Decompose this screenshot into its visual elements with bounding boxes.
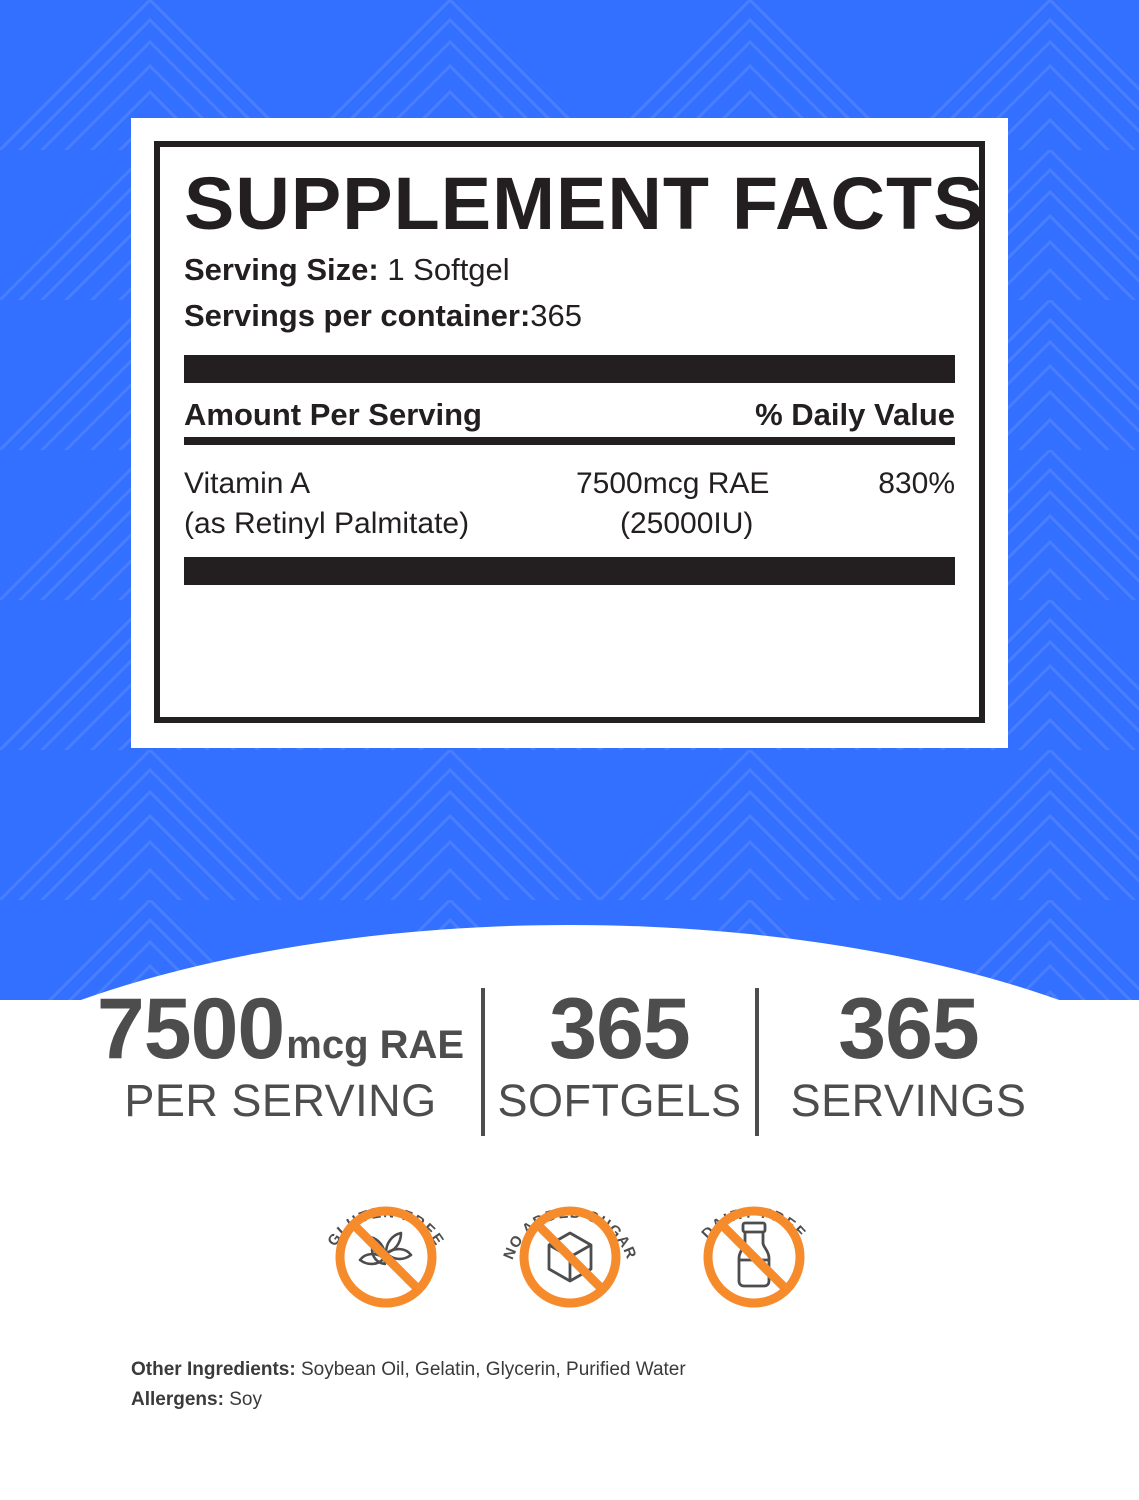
stat-unit: mcg RAE xyxy=(286,1023,465,1067)
badge-gluten-free: GLUTEN FREE xyxy=(311,1165,461,1315)
stat-label: SOFTGELS xyxy=(497,1075,742,1126)
stat-label: PER SERVING xyxy=(124,1075,437,1126)
badge-no-added-sugar: NO ADDED SUGAR xyxy=(495,1165,645,1315)
divider-bar-bottom xyxy=(184,557,955,585)
nutrient-source: (as Retinyl Palmitate) xyxy=(184,507,470,540)
table-header-row: Amount Per Serving % Daily Value xyxy=(184,397,955,433)
allergens-label: Allergens: xyxy=(131,1389,224,1410)
nutrient-amount-alt: (25000IU) xyxy=(620,507,754,540)
allergens-row: Allergens: Soy xyxy=(131,1385,1031,1415)
other-ingredients-value: Soybean Oil, Gelatin, Glycerin, Purified… xyxy=(300,1359,686,1380)
footer-ingredients: Other Ingredients: Soybean Oil, Gelatin,… xyxy=(131,1355,1031,1415)
stat-number: 365 xyxy=(549,981,690,1077)
serving-size-row: Serving Size: 1 Softgel xyxy=(184,247,955,293)
allergens-value: Soy xyxy=(229,1389,262,1410)
supplement-facts-card: SUPPLEMENT FACTS Serving Size: 1 Softgel… xyxy=(131,118,1008,748)
stat-divider xyxy=(754,988,759,1136)
claim-badges: GLUTEN FREE NO ADDED SUGAR xyxy=(0,1165,1139,1315)
divider-rule-header xyxy=(184,437,955,445)
nutrient-amount: 7500mcg RAE xyxy=(576,467,770,500)
amount-per-serving-header: Amount Per Serving xyxy=(184,397,482,432)
supplement-facts-border: SUPPLEMENT FACTS Serving Size: 1 Softgel… xyxy=(154,141,985,723)
stat-per-serving: 7500 mcg RAE PER SERVING xyxy=(81,985,481,1127)
stat-softgels: 365 SOFTGELS xyxy=(485,985,755,1127)
supplement-facts-title: SUPPLEMENT FACTS xyxy=(184,162,985,245)
stat-label: SERVINGS xyxy=(790,1075,1027,1126)
table-row: Vitamin A 7500mcg RAE 830% xyxy=(184,467,955,501)
nutrient-name: Vitamin A xyxy=(184,467,311,500)
stats-band: 7500 mcg RAE PER SERVING 365 SOFTGELS 36… xyxy=(0,985,1139,1140)
other-ingredients-row: Other Ingredients: Soybean Oil, Gelatin,… xyxy=(131,1355,1031,1385)
daily-value-header: % Daily Value xyxy=(755,397,955,432)
milk-bottle-icon xyxy=(737,1221,770,1288)
stat-value-group: 365 xyxy=(838,985,979,1073)
other-ingredients-label: Other Ingredients: xyxy=(131,1359,296,1380)
servings-per-container-label: Servings per container: xyxy=(184,298,531,333)
badge-dairy-free: DAIRY FREE xyxy=(679,1165,829,1315)
stat-value-group: 365 xyxy=(549,985,690,1073)
stat-number: 7500 xyxy=(96,981,285,1077)
stat-divider xyxy=(480,988,485,1136)
servings-per-container-value: 365 xyxy=(530,298,583,333)
stat-servings: 365 SERVINGS xyxy=(759,985,1059,1127)
nutrient-daily-value: 830% xyxy=(878,467,955,500)
stat-value-group: 7500 mcg RAE xyxy=(97,985,464,1073)
serving-size-value: 1 Softgel xyxy=(387,252,510,287)
stat-number: 365 xyxy=(838,981,979,1077)
divider-bar-top xyxy=(184,355,955,383)
serving-size-label: Serving Size: xyxy=(184,252,379,287)
servings-per-container-row: Servings per container:365 xyxy=(184,293,955,339)
table-row: (as Retinyl Palmitate) (25000IU) xyxy=(184,507,955,541)
